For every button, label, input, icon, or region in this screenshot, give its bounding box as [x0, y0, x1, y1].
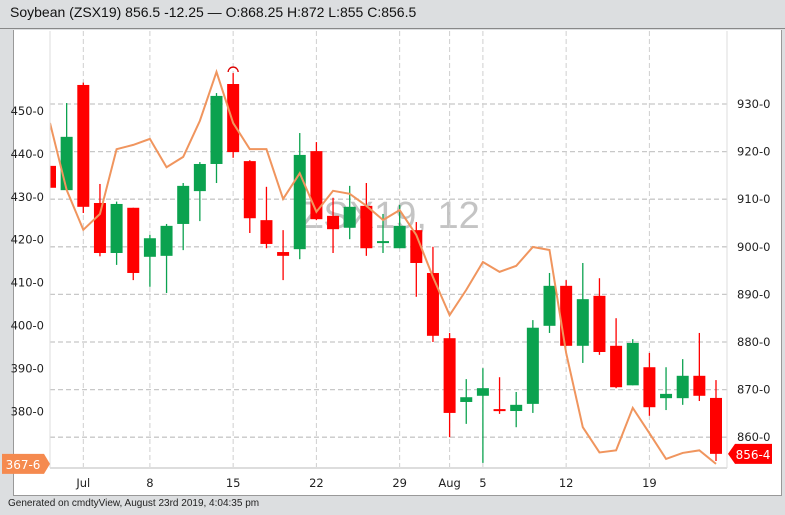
right-tick-label: 890-0	[737, 287, 770, 301]
left-tick-label: 440-0	[11, 147, 44, 161]
chart-panel	[13, 30, 782, 496]
left-last-value-badge	[2, 453, 50, 474]
left-tick-label: 380-0	[11, 404, 44, 418]
candle-body	[426, 272, 439, 336]
candle-body	[260, 220, 273, 244]
candle-body	[626, 342, 639, 386]
x-tick-label: 12	[559, 476, 574, 490]
candle-body	[227, 84, 240, 153]
candle-body	[660, 393, 673, 399]
candle-body	[593, 295, 606, 352]
candle-body	[493, 409, 506, 412]
left-tick-label: 390-0	[11, 361, 44, 375]
high-marker-icon	[227, 66, 239, 73]
candle-body	[277, 252, 290, 256]
candle-body	[110, 203, 123, 253]
right-tick-label: 870-0	[737, 383, 770, 397]
x-tick-label: 8	[146, 476, 153, 490]
left-tick-label: 420-0	[11, 233, 44, 247]
candle-body	[443, 338, 456, 413]
candle-body	[60, 136, 73, 191]
left-tick-label: 450-0	[11, 104, 44, 118]
candle-body	[127, 207, 140, 273]
candle-body	[460, 397, 473, 402]
right-tick-label: 860-0	[737, 430, 770, 444]
candle-body	[143, 238, 156, 257]
right-tick-label: 880-0	[737, 335, 770, 349]
candle-body	[476, 388, 489, 396]
candle-body	[543, 285, 556, 326]
candle-body	[310, 151, 323, 220]
candle-body	[643, 367, 656, 408]
candle-body	[360, 205, 373, 249]
candle-body	[576, 299, 589, 346]
left-tick-label: 430-0	[11, 190, 44, 204]
x-tick-label: 29	[392, 476, 407, 490]
candle-body	[50, 165, 56, 188]
x-tick-label: Jul	[75, 476, 90, 490]
candle-body	[177, 185, 190, 224]
candle-body	[676, 375, 689, 399]
left-last-value-label: 367-6	[6, 458, 41, 472]
footer-text: Generated on cmdtyView, August 23rd 2019…	[8, 498, 260, 509]
candle-body	[510, 404, 523, 412]
x-tick-label: 15	[226, 476, 241, 490]
candle-body	[293, 154, 306, 250]
candle-body	[327, 215, 340, 230]
candle-body	[410, 230, 423, 263]
candle-body	[193, 163, 206, 192]
candle-body	[526, 327, 539, 404]
candle-body	[377, 241, 389, 244]
right-tick-label: 920-0	[737, 145, 770, 159]
right-tick-label: 930-0	[737, 97, 770, 111]
candle-body	[77, 84, 90, 207]
candle-body	[160, 225, 173, 256]
right-tick-label: 910-0	[737, 192, 770, 206]
x-tick-label: 22	[309, 476, 324, 490]
x-tick-label: 5	[479, 476, 486, 490]
candle-body	[693, 375, 706, 396]
divider	[0, 28, 785, 29]
candle-body	[343, 206, 356, 228]
right-tick-label: 900-0	[737, 240, 770, 254]
candle-body	[393, 225, 406, 249]
candle-body	[210, 95, 223, 164]
x-tick-label: 19	[642, 476, 657, 490]
right-last-value-badge	[728, 443, 772, 464]
line-series	[50, 68, 717, 465]
candle-body	[560, 285, 573, 346]
right-last-value-label: 856-4	[736, 448, 771, 462]
left-tick-label: 410-0	[11, 276, 44, 290]
left-tick-label: 400-0	[11, 319, 44, 333]
chart-title: Soybean (ZSX19) 856.5 -12.25 — O:868.25 …	[10, 4, 417, 20]
candle-body	[610, 345, 623, 388]
x-tick-label: Aug	[438, 476, 460, 490]
candle-body	[710, 397, 722, 454]
candle-body	[243, 161, 256, 219]
